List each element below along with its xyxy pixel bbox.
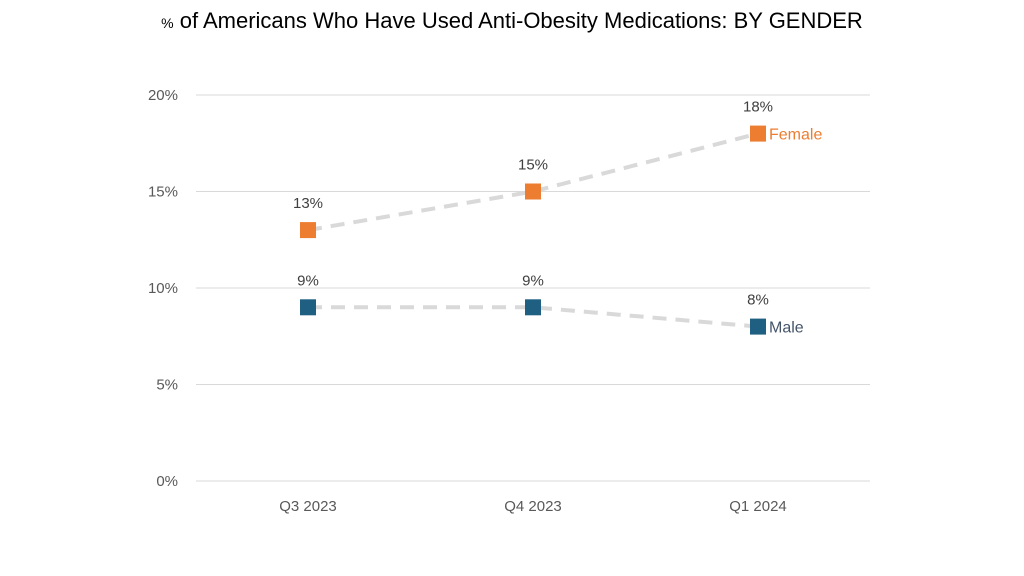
chart-title: % of Americans Who Have Used Anti-Obesit…: [0, 8, 1024, 34]
data-point-male: [750, 318, 766, 335]
x-tick-label: Q4 2023: [504, 498, 562, 515]
y-tick-label: 15%: [148, 184, 178, 201]
series-label-female: Female: [769, 127, 822, 144]
series-line-female: [307, 131, 759, 233]
data-label: 13%: [293, 195, 323, 212]
y-tick-label: 10%: [148, 280, 178, 297]
data-label: 9%: [522, 272, 544, 289]
data-point-female: [750, 125, 766, 142]
data-label: 9%: [297, 272, 319, 289]
y-tick-label: 0%: [156, 473, 178, 490]
chart-title-text: of Americans Who Have Used Anti-Obesity …: [179, 8, 863, 33]
series-label-male: Male: [769, 320, 804, 337]
chart-title-prefix: %: [161, 15, 174, 31]
series-line-male: [308, 305, 759, 329]
x-tick-label: Q3 2023: [279, 498, 337, 515]
y-tick-label: 5%: [156, 377, 178, 394]
data-label: 8%: [747, 292, 769, 309]
data-label: 18%: [743, 99, 773, 116]
data-point-male: [300, 299, 316, 316]
data-point-male: [525, 299, 541, 316]
x-tick-label: Q1 2024: [729, 498, 787, 515]
data-point-female: [525, 183, 541, 200]
data-label: 15%: [518, 157, 548, 174]
y-tick-label: 20%: [148, 87, 178, 104]
data-point-female: [300, 222, 316, 239]
